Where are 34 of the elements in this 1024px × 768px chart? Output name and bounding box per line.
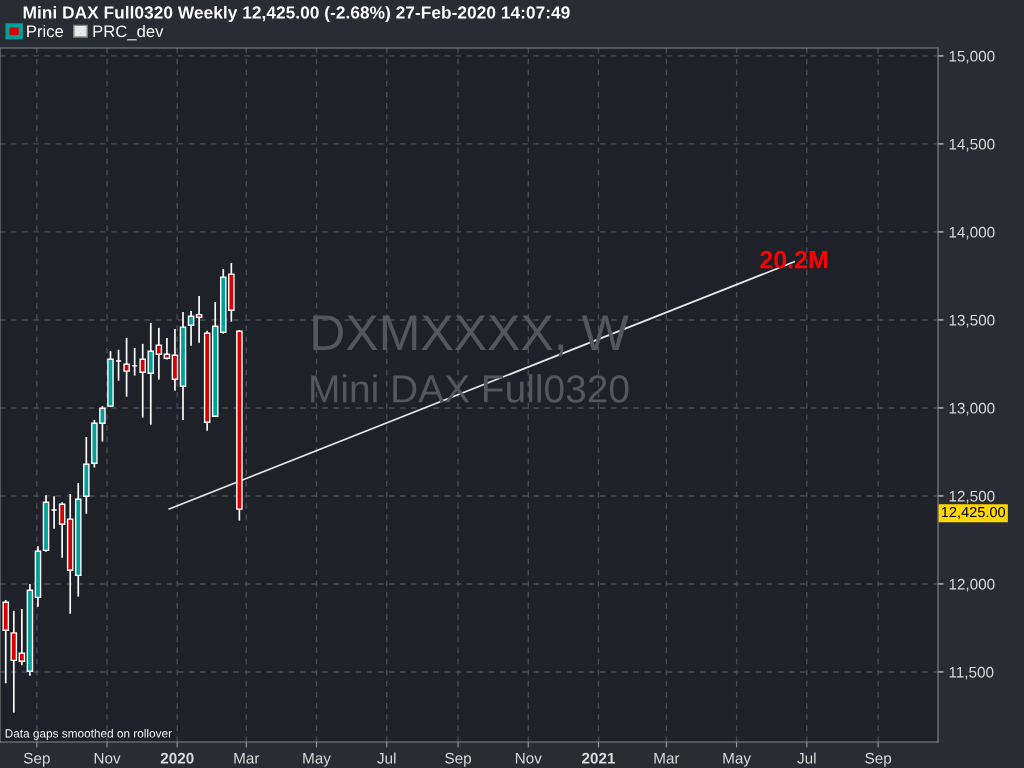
candlestick (123, 337, 130, 398)
candlestick (195, 295, 203, 344)
candlestick (18, 608, 26, 667)
y-tick-label: 11,500 (949, 666, 994, 680)
candlestick (155, 327, 163, 381)
x-tick-label: Jul (797, 752, 816, 764)
x-tick-label: Sep (865, 752, 892, 767)
legend-label: Price (27, 24, 64, 38)
annotation: Data gaps smoothed on rollover (5, 728, 172, 740)
y-tick-label: 13,000 (949, 402, 995, 416)
legend-label: PRC_dev (93, 24, 164, 41)
x-tick-label: Sep (23, 752, 50, 767)
x-tick-label: Nov (94, 752, 121, 764)
x-tick-label: Mar (654, 752, 680, 764)
y-tick-label: 14,500 (949, 138, 995, 152)
y-tick-label: 12,500 (949, 490, 995, 504)
y-tick-label: 15,000 (949, 50, 995, 64)
x-tick-label: Jul (377, 752, 396, 764)
chart-title: Mini DAX Full0320 Weekly 12,425.00 (-2.68%) 27-Feb-2020 14:07:49 (23, 5, 570, 23)
y-tick-label: 12,000 (949, 578, 995, 592)
x-tick-label: Mar (234, 752, 260, 764)
x-tick-label: May (723, 752, 751, 767)
x-tick-label: Sep (445, 752, 472, 767)
x-tick-label: 2020 (160, 752, 194, 764)
annotation: 20.2M (760, 250, 828, 269)
x-tick-label: 2021 (582, 752, 616, 764)
text: 12,425.00 (941, 506, 1006, 519)
x-tick-label: May (303, 752, 331, 767)
y-tick-label: 13,500 (949, 314, 995, 328)
candlestick (187, 310, 195, 347)
y-tick-label: 14,000 (949, 226, 995, 240)
x-tick-label: Nov (515, 752, 542, 764)
candlestick (171, 328, 179, 392)
candlestick (58, 501, 66, 559)
